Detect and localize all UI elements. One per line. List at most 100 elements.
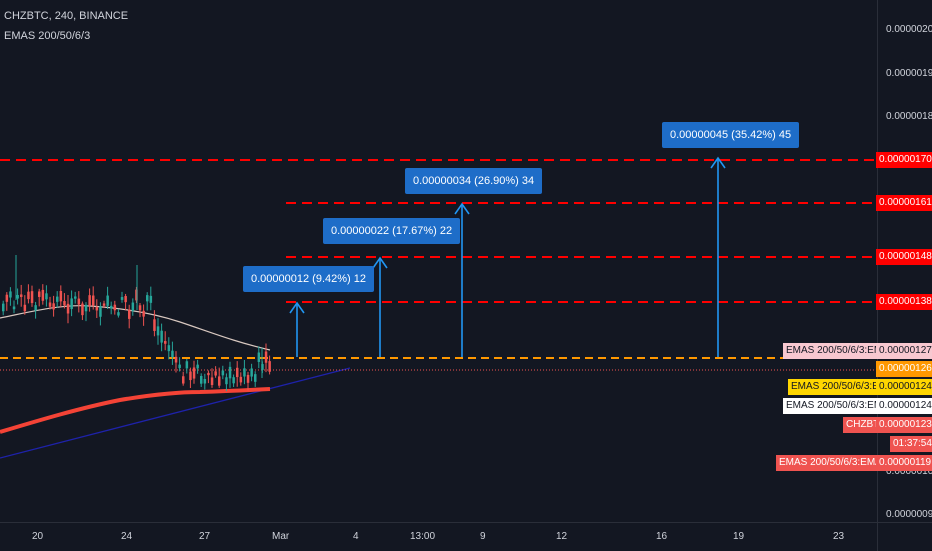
candle-body xyxy=(160,330,163,343)
level-161-tag: 0.00000161 xyxy=(876,195,932,211)
ema50-line xyxy=(0,305,271,351)
symbol-value-tag: 0.00000123 xyxy=(876,417,932,433)
ema200-line xyxy=(0,387,271,434)
candle-body xyxy=(182,376,185,384)
candle-body xyxy=(268,361,271,372)
price-chart[interactable] xyxy=(0,0,877,522)
candle-body xyxy=(128,309,131,319)
candle-body xyxy=(257,352,261,362)
candle-body xyxy=(110,305,113,309)
ema9-value-tag: 0.00000124 xyxy=(876,379,932,395)
candle-body xyxy=(164,341,167,344)
time-tick: 4 xyxy=(353,531,359,542)
candle-body xyxy=(203,378,207,384)
arrow-target-4[interactable] xyxy=(710,156,726,357)
ema200-label-tag: EMAS 200/50/6/3:EMA200 xyxy=(776,455,902,471)
candle-body xyxy=(48,302,52,307)
countdown-tag: 01:37:54 xyxy=(890,436,932,452)
candle-body xyxy=(106,295,109,306)
candle-body xyxy=(210,377,214,385)
candle-body xyxy=(102,303,106,306)
time-tick: 27 xyxy=(199,531,211,542)
candle-body xyxy=(113,304,117,311)
candle-body xyxy=(192,367,196,379)
candle-body xyxy=(66,303,70,314)
candle-body xyxy=(41,289,45,301)
candle-body xyxy=(88,295,91,306)
candle-body xyxy=(225,377,228,385)
callout-target-4[interactable]: 0.00000045 (35.42%) 45 xyxy=(662,122,800,148)
candle-body xyxy=(236,367,239,378)
candle-body xyxy=(120,297,124,300)
candle-body xyxy=(70,298,73,310)
arrow-target-3[interactable] xyxy=(454,202,470,357)
candle-body xyxy=(56,296,59,302)
arrow-target-1[interactable] xyxy=(289,301,305,357)
candle-body xyxy=(149,295,153,303)
candle-body xyxy=(146,295,149,302)
candle-body xyxy=(92,295,95,306)
candle-body xyxy=(171,350,174,358)
candle-body xyxy=(167,345,171,352)
candle-body xyxy=(27,291,30,300)
candle-body xyxy=(59,290,63,302)
candle-body xyxy=(185,361,189,369)
time-tick: 12 xyxy=(556,531,568,542)
ema18-label-tag: EMAS 200/50/6/3:EMA18 xyxy=(783,398,903,414)
candle-body xyxy=(74,296,77,299)
level-170-tag: 0.00000170 xyxy=(876,152,932,168)
candle-body xyxy=(254,374,257,382)
candle-body xyxy=(52,303,55,310)
candle-body xyxy=(16,294,19,299)
candle-body xyxy=(153,319,156,331)
axis-corner xyxy=(877,522,932,551)
candle-body xyxy=(264,351,268,363)
ema9-label-tag: EMAS 200/50/6/3:EMA9 xyxy=(788,379,903,395)
symbol-legend[interactable]: CHZBTC, 240, BINANCE xyxy=(4,10,129,22)
indicator-legend[interactable]: EMAS 200/50/6/3 xyxy=(4,30,91,42)
ema18-value-tag: 0.00000124 xyxy=(876,398,932,414)
candle-body xyxy=(5,294,9,302)
candle-body xyxy=(12,306,16,310)
candle-body xyxy=(84,304,88,312)
candle-body xyxy=(243,368,246,377)
time-tick: 16 xyxy=(656,531,668,542)
candle-body xyxy=(124,296,127,303)
candle-body xyxy=(156,326,160,336)
ema200-value-tag: 0.00000119 xyxy=(876,455,932,471)
support-trendline[interactable] xyxy=(0,367,351,459)
time-tick: Mar xyxy=(272,531,290,542)
callout-target-2[interactable]: 0.00000022 (17.67%) 22 xyxy=(323,218,461,244)
candle-body xyxy=(196,364,199,369)
candle-body xyxy=(214,371,217,376)
candle-body xyxy=(117,312,120,316)
arrow-target-2[interactable] xyxy=(372,256,388,357)
current-price-tag: 0.00000126 xyxy=(876,361,932,377)
callout-target-1[interactable]: 0.00000012 (9.42%) 12 xyxy=(243,266,374,292)
candle-body xyxy=(228,366,232,379)
time-axis[interactable]: 20 24 27 Mar 4 13:00 9 12 16 19 23 xyxy=(0,522,877,551)
candle-body xyxy=(207,372,210,376)
candle-body xyxy=(178,364,181,369)
time-tick: 24 xyxy=(121,531,133,542)
candle-body xyxy=(142,310,145,317)
candle-body xyxy=(23,304,27,312)
candle-body xyxy=(131,302,135,311)
candlesticks xyxy=(2,255,271,392)
candle-body xyxy=(77,298,81,305)
candle-body xyxy=(34,305,37,311)
candle-body xyxy=(221,370,225,376)
candle-body xyxy=(95,306,99,311)
candle-body xyxy=(232,377,235,384)
ema50-value-tag: 0.00000127 xyxy=(876,343,932,359)
chart-area[interactable]: CHZBTC, 240, BINANCE EMAS 200/50/6/3 0.0… xyxy=(0,0,877,522)
callout-target-3[interactable]: 0.00000034 (26.90%) 34 xyxy=(405,168,543,194)
candle-body xyxy=(2,303,5,312)
ema50-label-tag: EMAS 200/50/6/3:EMA50 xyxy=(783,343,903,359)
candle-body xyxy=(239,376,243,383)
